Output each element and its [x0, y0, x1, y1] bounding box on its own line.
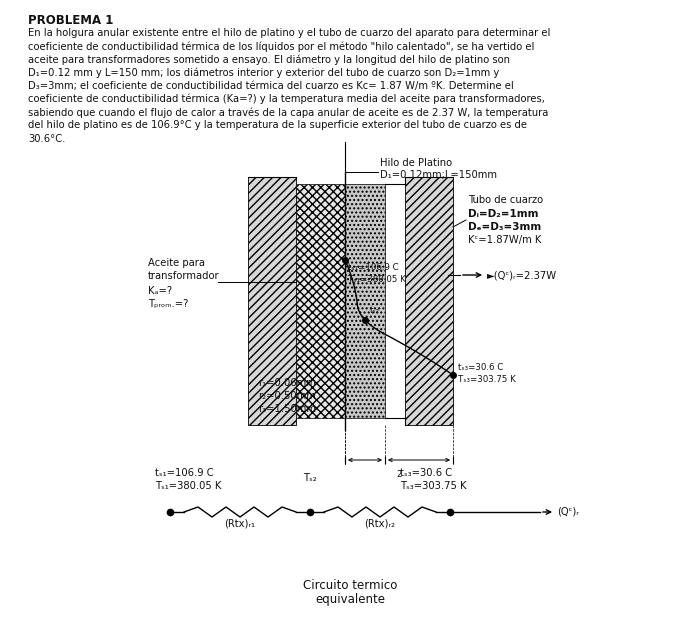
Text: (Rtx)ᵣ₂: (Rtx)ᵣ₂ [365, 518, 395, 528]
Polygon shape [345, 184, 385, 418]
Text: Circuito termico: Circuito termico [303, 579, 397, 592]
Text: sabiendo que cuando el flujo de calor a través de la capa anular de aceite es de: sabiendo que cuando el flujo de calor a … [28, 107, 548, 118]
Text: Hilo de Platino: Hilo de Platino [380, 158, 452, 168]
Text: tₛ₃=30.6 C: tₛ₃=30.6 C [400, 468, 452, 478]
Text: r₂=0.50mm: r₂=0.50mm [258, 391, 316, 401]
Text: 30.6°C.: 30.6°C. [28, 134, 65, 143]
Text: transformador: transformador [148, 271, 220, 281]
Text: tₛ₂: tₛ₂ [370, 306, 380, 315]
Text: Tubo de cuarzo: Tubo de cuarzo [468, 195, 543, 205]
Text: (Qᶜ)ᵣ: (Qᶜ)ᵣ [557, 507, 579, 517]
Text: ►(Qᶜ)ᵣ=2.37W: ►(Qᶜ)ᵣ=2.37W [487, 270, 557, 280]
Text: r₁=0.06mm: r₁=0.06mm [258, 378, 316, 388]
Text: equivalente: equivalente [315, 593, 385, 606]
Text: D₁=0.12mm;L=150mm: D₁=0.12mm;L=150mm [380, 170, 497, 180]
Text: PROBLEMA 1: PROBLEMA 1 [28, 14, 113, 27]
Polygon shape [405, 177, 453, 425]
Text: D₁=0.12 mm y L=150 mm; los diámetros interior y exterior del tubo de cuarzo son : D₁=0.12 mm y L=150 mm; los diámetros int… [28, 68, 499, 78]
Text: Tₛ₃=303.75 K: Tₛ₃=303.75 K [400, 481, 466, 491]
Text: coeficiente de conductibilidad térmica de los líquidos por el método "hilo calen: coeficiente de conductibilidad térmica d… [28, 41, 534, 52]
Text: Kᶜ=1.87W/m K: Kᶜ=1.87W/m K [468, 235, 541, 245]
Text: Tₛ₃=303.75 K: Tₛ₃=303.75 K [458, 375, 516, 384]
Text: tₛ₁=106.9 C: tₛ₁=106.9 C [348, 263, 398, 272]
Text: tₛ₃=30.6 C: tₛ₃=30.6 C [458, 363, 503, 372]
Text: Dᵢ=D₂=1mm: Dᵢ=D₂=1mm [468, 209, 538, 219]
Text: En la holgura anular existente entre el hilo de platino y el tubo de cuarzo del : En la holgura anular existente entre el … [28, 28, 550, 38]
Text: r₃=1.50mm: r₃=1.50mm [258, 404, 316, 414]
Text: tₛ₁=106.9 C: tₛ₁=106.9 C [155, 468, 214, 478]
Text: Tₛ₂: Tₛ₂ [303, 473, 317, 483]
Text: Tₛ₁=380.05 K: Tₛ₁=380.05 K [348, 275, 406, 284]
Polygon shape [296, 184, 345, 418]
Text: Tₚᵣₒₘ.=?: Tₚᵣₒₘ.=? [148, 299, 188, 309]
Text: D₃=3mm; el coeficiente de conductibilidad térmica del cuarzo es Kc= 1.87 W/m ºK.: D₃=3mm; el coeficiente de conductibilida… [28, 81, 514, 91]
Text: del hilo de platino es de 106.9°C y la temperatura de la superficie exterior del: del hilo de platino es de 106.9°C y la t… [28, 120, 527, 131]
Polygon shape [248, 177, 296, 425]
Text: aceite para transformadores sometido a ensayo. El diámetro y la longitud del hil: aceite para transformadores sometido a e… [28, 54, 510, 65]
Text: Aceite para: Aceite para [148, 258, 205, 268]
Text: Dₑ=D₃=3mm: Dₑ=D₃=3mm [468, 222, 541, 232]
Text: (Rtx)ᵣ₁: (Rtx)ᵣ₁ [225, 518, 256, 528]
Text: Tₛ₁=380.05 K: Tₛ₁=380.05 K [155, 481, 221, 491]
Text: Kₐ=?: Kₐ=? [148, 286, 172, 296]
Text: 2: 2 [396, 470, 402, 479]
Text: coeficiente de conductibilidad térmica (Ka=?) y la temperatura media del aceite : coeficiente de conductibilidad térmica (… [28, 94, 545, 104]
